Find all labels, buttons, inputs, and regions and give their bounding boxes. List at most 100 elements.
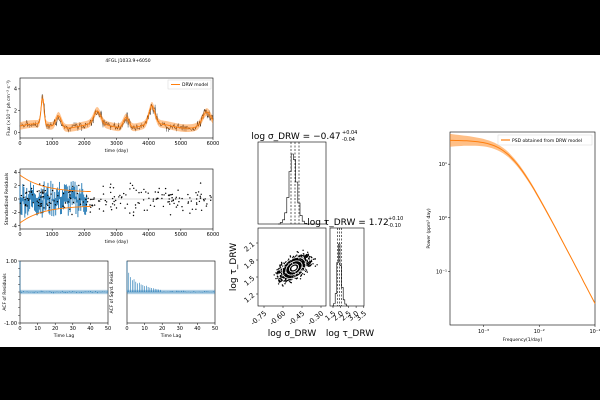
corner-sample xyxy=(292,262,295,264)
acf-residuals-ylabel: ACF of Residuals xyxy=(2,273,8,311)
corner-sample xyxy=(308,257,310,259)
corner-sample xyxy=(316,264,318,266)
corner-sample xyxy=(288,275,290,277)
residuals-point xyxy=(210,196,212,198)
corner-sample xyxy=(286,274,288,276)
lightcurve-legend xyxy=(167,79,212,90)
lightcurve-xtick-label: 1000 xyxy=(46,141,59,147)
residuals-point xyxy=(124,207,126,209)
residuals-point xyxy=(48,197,51,200)
corner-sample xyxy=(307,254,309,256)
corner-sample xyxy=(276,269,278,271)
residuals-point xyxy=(135,189,137,191)
residuals-point xyxy=(36,200,38,202)
corner-sample xyxy=(295,261,297,264)
corner-sample xyxy=(289,276,291,278)
acf-squared-xlabel: Time Lag xyxy=(160,333,182,339)
residuals-point xyxy=(123,192,125,195)
residuals-point xyxy=(187,193,189,196)
corner-sample xyxy=(310,260,313,263)
corner-sample xyxy=(302,262,304,264)
corner-sample xyxy=(290,279,292,281)
corner-sample xyxy=(276,275,279,277)
residuals-point xyxy=(104,199,107,202)
lightcurve-xtick-label: 6000 xyxy=(207,141,220,147)
residuals-point xyxy=(102,185,104,187)
residuals-point xyxy=(111,203,114,205)
corner-sample xyxy=(306,262,309,264)
corner-sample xyxy=(286,279,289,282)
residuals-point xyxy=(204,198,206,200)
residuals-point xyxy=(203,200,205,202)
residuals-point xyxy=(169,214,172,216)
acf-residuals-xtick-label: 30 xyxy=(70,326,76,332)
psd-xtick-label: 10⁻¹ xyxy=(589,329,600,335)
residuals-point xyxy=(23,184,25,187)
corner-sample xyxy=(308,260,311,262)
corner-sample xyxy=(298,259,300,261)
corner-title-sigma: log σ_DRW = −0.47 xyxy=(251,132,340,142)
residuals-point xyxy=(145,191,147,193)
residuals-point xyxy=(37,201,40,204)
corner-ytick-label: 1.8 xyxy=(243,257,257,270)
residuals-point xyxy=(42,189,44,191)
lightcurve-xtick-label: 4000 xyxy=(142,141,155,147)
residuals-point xyxy=(168,201,170,203)
acf-squared-xtick-label: 20 xyxy=(159,326,165,332)
residuals-point xyxy=(113,196,116,198)
residuals-point xyxy=(39,203,42,205)
residuals-point xyxy=(93,204,96,206)
corner-sample xyxy=(300,275,302,277)
residuals-point xyxy=(162,205,165,208)
acf-squared-ylabel: ACF of Sqrd. Resid. xyxy=(109,271,115,314)
corner-sample xyxy=(295,278,298,280)
corner-sample xyxy=(288,280,291,282)
residuals-point xyxy=(90,198,92,201)
corner-sample xyxy=(277,277,279,279)
corner-sample xyxy=(305,269,308,271)
corner-sample xyxy=(279,280,282,283)
corner-sample xyxy=(301,259,303,261)
residuals-point xyxy=(53,200,55,202)
residuals-point xyxy=(209,195,211,197)
lightcurve-xtick-label: 0 xyxy=(18,141,21,147)
corner-sample xyxy=(310,259,313,261)
residuals-point xyxy=(48,206,51,209)
lightcurve-ylabel: Flux (×10⁻⁸ ph cm⁻² s⁻¹) xyxy=(6,80,12,136)
residuals-xtick-label: 1000 xyxy=(46,232,59,238)
residuals-point xyxy=(30,187,33,190)
residuals-point xyxy=(195,202,198,204)
corner-sample xyxy=(281,284,284,286)
corner-sample xyxy=(304,258,306,260)
acf-residuals-xtick-label: 50 xyxy=(105,326,111,332)
residuals-point xyxy=(62,192,65,195)
corner-sample xyxy=(287,262,290,264)
corner-sample xyxy=(283,272,285,274)
residuals-point xyxy=(187,201,190,203)
corner-sample xyxy=(299,254,301,257)
figure-title: 4FGL J1033.9+6050 xyxy=(105,58,150,64)
corner-xlabel-tau: log τ_DRW xyxy=(326,329,374,339)
residuals-point xyxy=(115,199,117,202)
residuals-point xyxy=(90,206,92,208)
residuals-point xyxy=(120,197,123,199)
residuals-point xyxy=(69,196,71,198)
lightcurve-ytick-label: 0 xyxy=(14,130,17,136)
corner-sample xyxy=(307,255,309,258)
residuals-point xyxy=(40,196,42,198)
corner-sample xyxy=(308,256,311,258)
corner-sample xyxy=(273,274,275,276)
residuals-point xyxy=(134,204,137,206)
corner-sample xyxy=(277,283,280,285)
residuals-point xyxy=(132,214,135,217)
residuals-point xyxy=(20,194,23,197)
residuals-point xyxy=(110,191,112,194)
residuals-point xyxy=(38,190,40,192)
lightcurve-xtick-label: 2000 xyxy=(78,141,91,147)
residuals-point xyxy=(173,202,175,205)
residuals-point xyxy=(205,205,208,207)
residuals-point xyxy=(42,191,44,194)
residuals-point xyxy=(147,192,149,194)
residuals-point xyxy=(47,194,49,196)
residuals-point xyxy=(23,196,25,199)
